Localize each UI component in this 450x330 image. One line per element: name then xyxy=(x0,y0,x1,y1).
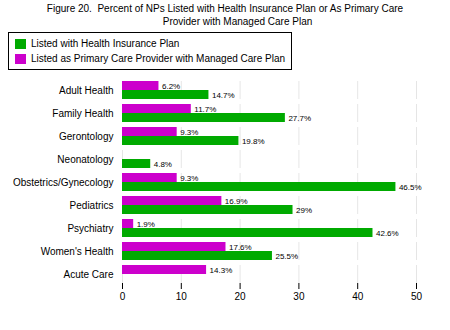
svg-text:14.3%: 14.3% xyxy=(210,266,233,275)
svg-text:16.9%: 16.9% xyxy=(225,197,248,206)
html-text:Figure 20. Percent of NPs List: Figure 20. Percent of NPs Listed with He… xyxy=(46,3,404,27)
svg-text:Neonatology: Neonatology xyxy=(57,154,113,165)
svg-text:4.8%: 4.8% xyxy=(154,160,172,169)
svg-text:50: 50 xyxy=(411,291,423,302)
svg-text:0: 0 xyxy=(120,291,126,302)
svg-text:30: 30 xyxy=(293,291,305,302)
svg-text:Family Health: Family Health xyxy=(52,108,113,119)
svg-text:6.2%: 6.2% xyxy=(162,82,180,91)
svg-text:Adult Health: Adult Health xyxy=(59,85,113,96)
svg-text:27.7%: 27.7% xyxy=(288,114,311,123)
svg-text:Women's Health: Women's Health xyxy=(41,246,114,257)
svg-text:9.3%: 9.3% xyxy=(180,174,198,183)
svg-text:Psychiatry: Psychiatry xyxy=(67,223,113,234)
svg-text:17.6%: 17.6% xyxy=(229,243,252,252)
svg-text:Gerontology: Gerontology xyxy=(59,131,113,142)
svg-text:14.7%: 14.7% xyxy=(212,91,235,100)
svg-text:25.5%: 25.5% xyxy=(275,252,298,261)
svg-text:9.3%: 9.3% xyxy=(180,128,198,137)
svg-text:29%: 29% xyxy=(296,206,312,215)
svg-text:Obstetrics/Gynecology: Obstetrics/Gynecology xyxy=(13,177,114,188)
svg-text:42.6%: 42.6% xyxy=(376,229,399,238)
html-text:Listed with Health Insurance P: Listed with Health Insurance Plan xyxy=(31,38,180,49)
svg-text:40: 40 xyxy=(352,291,364,302)
svg-text:11.7%: 11.7% xyxy=(194,105,216,114)
svg-text:19.8%: 19.8% xyxy=(242,137,265,146)
svg-text:10: 10 xyxy=(176,291,188,302)
svg-text:Acute Care: Acute Care xyxy=(63,269,113,280)
html-text:Listed as Primary Care Provide: Listed as Primary Care Provider with Man… xyxy=(31,53,285,64)
svg-text:20: 20 xyxy=(235,291,247,302)
svg-text:1.9%: 1.9% xyxy=(137,220,155,229)
svg-text:Pediatrics: Pediatrics xyxy=(70,200,114,211)
svg-text:46.5%: 46.5% xyxy=(399,183,422,192)
